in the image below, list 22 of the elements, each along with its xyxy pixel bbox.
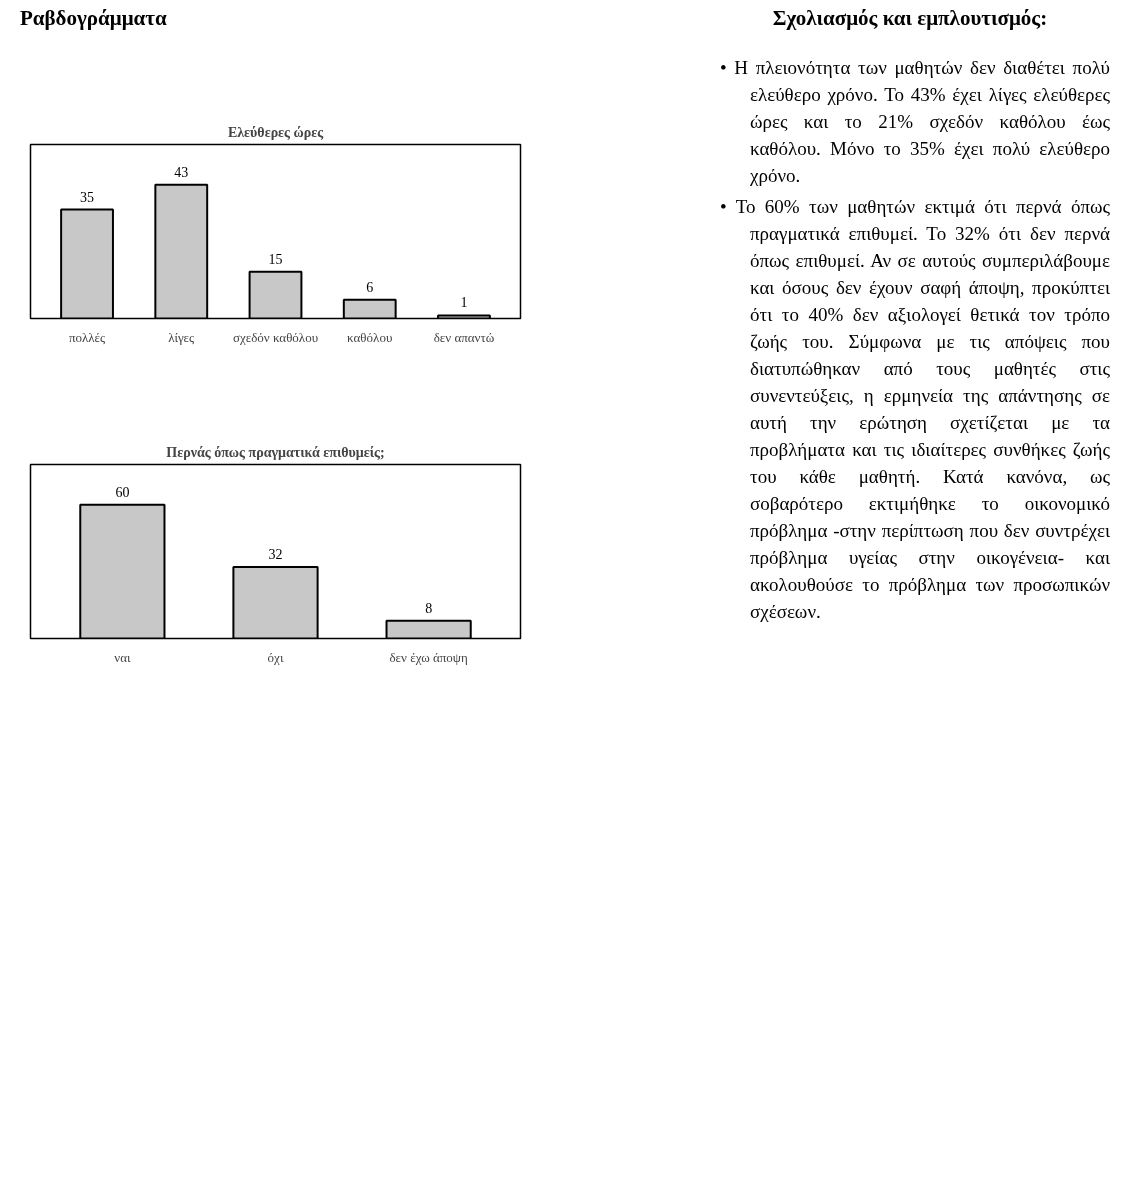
- x-tick-label: δεν απαντώ: [433, 329, 495, 345]
- data-label: 35: [80, 189, 95, 205]
- text: Ραβδογράμματα: [20, 5, 167, 32]
- x-tick-label: καθόλου: [347, 329, 393, 345]
- data-label: 60: [115, 484, 130, 500]
- data-label: 32: [268, 547, 283, 563]
- data-label: 6: [366, 279, 374, 295]
- text: Σχολιασμός και εμπλουτισμός:: [771, 5, 1049, 32]
- text: • Η πλειονότητα των μαθητών δεν διαθέτει πολύ ελεύθερο χρόνο. Το 43% έχει λίγες ελεύθερες ώρες και το 21% σχεδόν καθόλου έως καθόλου. Μόνο το 35% έχει πολύ ελεύθερο χρόνο.: [719, 56, 1110, 188]
- data-label: 1: [460, 295, 468, 311]
- text: • Το 60% των μαθητών εκτιμά ότι περνά όπως πραγματικά επιθυμεί. Το 32% ότι δεν περνά όπως επιθυμεί. Αν σε αυτούς συμπεριλάβουμε και όσους δεν έχουν σαφή άποψη, προκύπτει ότι το 40% δεν αξιολογεί θετικά τον τρόπο ζωής του. Σύμφωνα με τις απόψεις που διατυπώθηκαν από τους μαθητές στις συνεντεύξεις, η ερμηνεία της απάντησης σε αυτή την ερώτηση σχετίζεται με τα προβλήματα και τις ιδιαίτερες συνθήκες ζωής του κάθε μαθητή. Κατά κανόνα, ως σοβαρότερο εκτιμήθηκε το οικονομικό πρόβλημα -στην περίπτωση που δεν συντρέχει πρόβλημα υγείας στην οικογένεια- και ακολουθούσε το πρόβλημα των προσωπικών σχέσεων.: [720, 196, 1110, 622]
- x-tick-label: πολλές: [68, 329, 107, 345]
- data-label: 43: [174, 164, 189, 180]
- chart-title: Περνάς όπως πραγματικά επιθυμείς;: [166, 444, 385, 460]
- x-tick-label: ναι: [114, 649, 131, 665]
- x-tick-label: όχι: [267, 649, 284, 665]
- x-tick-label: δεν έχω άποψη: [389, 649, 468, 665]
- x-tick-label: σχεδόν καθόλου: [232, 329, 319, 345]
- chart-title: Ελεύθερες ώρες: [227, 124, 325, 140]
- data-label: 8: [425, 600, 433, 616]
- x-tick-label: λίγες: [168, 329, 196, 345]
- data-label: 15: [268, 251, 283, 267]
